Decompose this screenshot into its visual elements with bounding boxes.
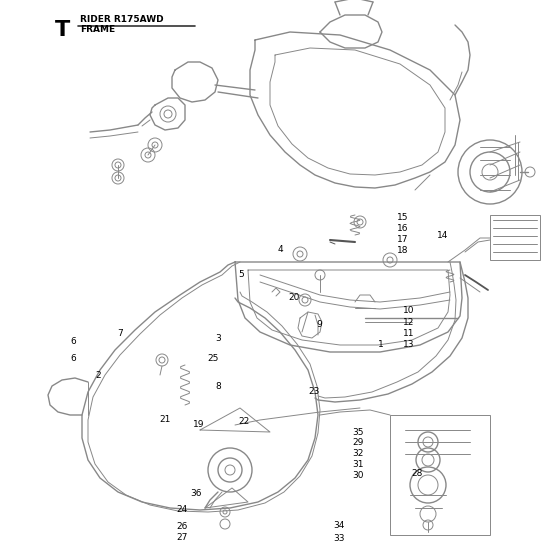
Text: 27: 27	[176, 533, 188, 542]
Text: 33: 33	[333, 534, 344, 543]
Text: RIDER R175AWD: RIDER R175AWD	[80, 15, 164, 24]
Text: 6: 6	[70, 337, 76, 346]
Text: 31: 31	[353, 460, 364, 469]
Text: 24: 24	[176, 505, 188, 514]
Text: 13: 13	[403, 340, 414, 349]
Text: 30: 30	[353, 472, 364, 480]
Text: T: T	[55, 20, 70, 40]
Text: 7: 7	[118, 329, 123, 338]
Text: 21: 21	[160, 416, 171, 424]
Text: 25: 25	[207, 354, 218, 363]
Bar	[390, 415, 490, 535]
Text: 23: 23	[308, 388, 319, 396]
Text: 16: 16	[398, 224, 409, 233]
Text: 29: 29	[353, 438, 364, 447]
Text: 28: 28	[412, 469, 423, 478]
Text: 8: 8	[216, 382, 221, 391]
Text: 17: 17	[398, 235, 409, 244]
Text: 36: 36	[190, 489, 202, 498]
Text: 34: 34	[333, 521, 344, 530]
Text: 15: 15	[398, 213, 409, 222]
Text: 12: 12	[403, 318, 414, 326]
Bar	[490, 215, 540, 260]
Text: 2: 2	[95, 371, 101, 380]
Text: 32: 32	[353, 449, 364, 458]
Text: 5: 5	[238, 270, 244, 279]
Text: 9: 9	[316, 320, 322, 329]
Text: 6: 6	[70, 354, 76, 363]
Text: 11: 11	[403, 329, 414, 338]
Text: 10: 10	[403, 306, 414, 315]
Text: 19: 19	[193, 420, 204, 429]
Text: 1: 1	[378, 340, 384, 349]
Text: 3: 3	[216, 334, 221, 343]
Text: 35: 35	[353, 428, 364, 437]
Text: 26: 26	[176, 522, 188, 531]
Text: 14: 14	[437, 231, 448, 240]
Text: 18: 18	[398, 246, 409, 255]
Text: 22: 22	[238, 417, 249, 426]
Text: 20: 20	[288, 293, 300, 302]
Text: FRAME: FRAME	[80, 25, 115, 34]
Text: 4: 4	[277, 245, 283, 254]
